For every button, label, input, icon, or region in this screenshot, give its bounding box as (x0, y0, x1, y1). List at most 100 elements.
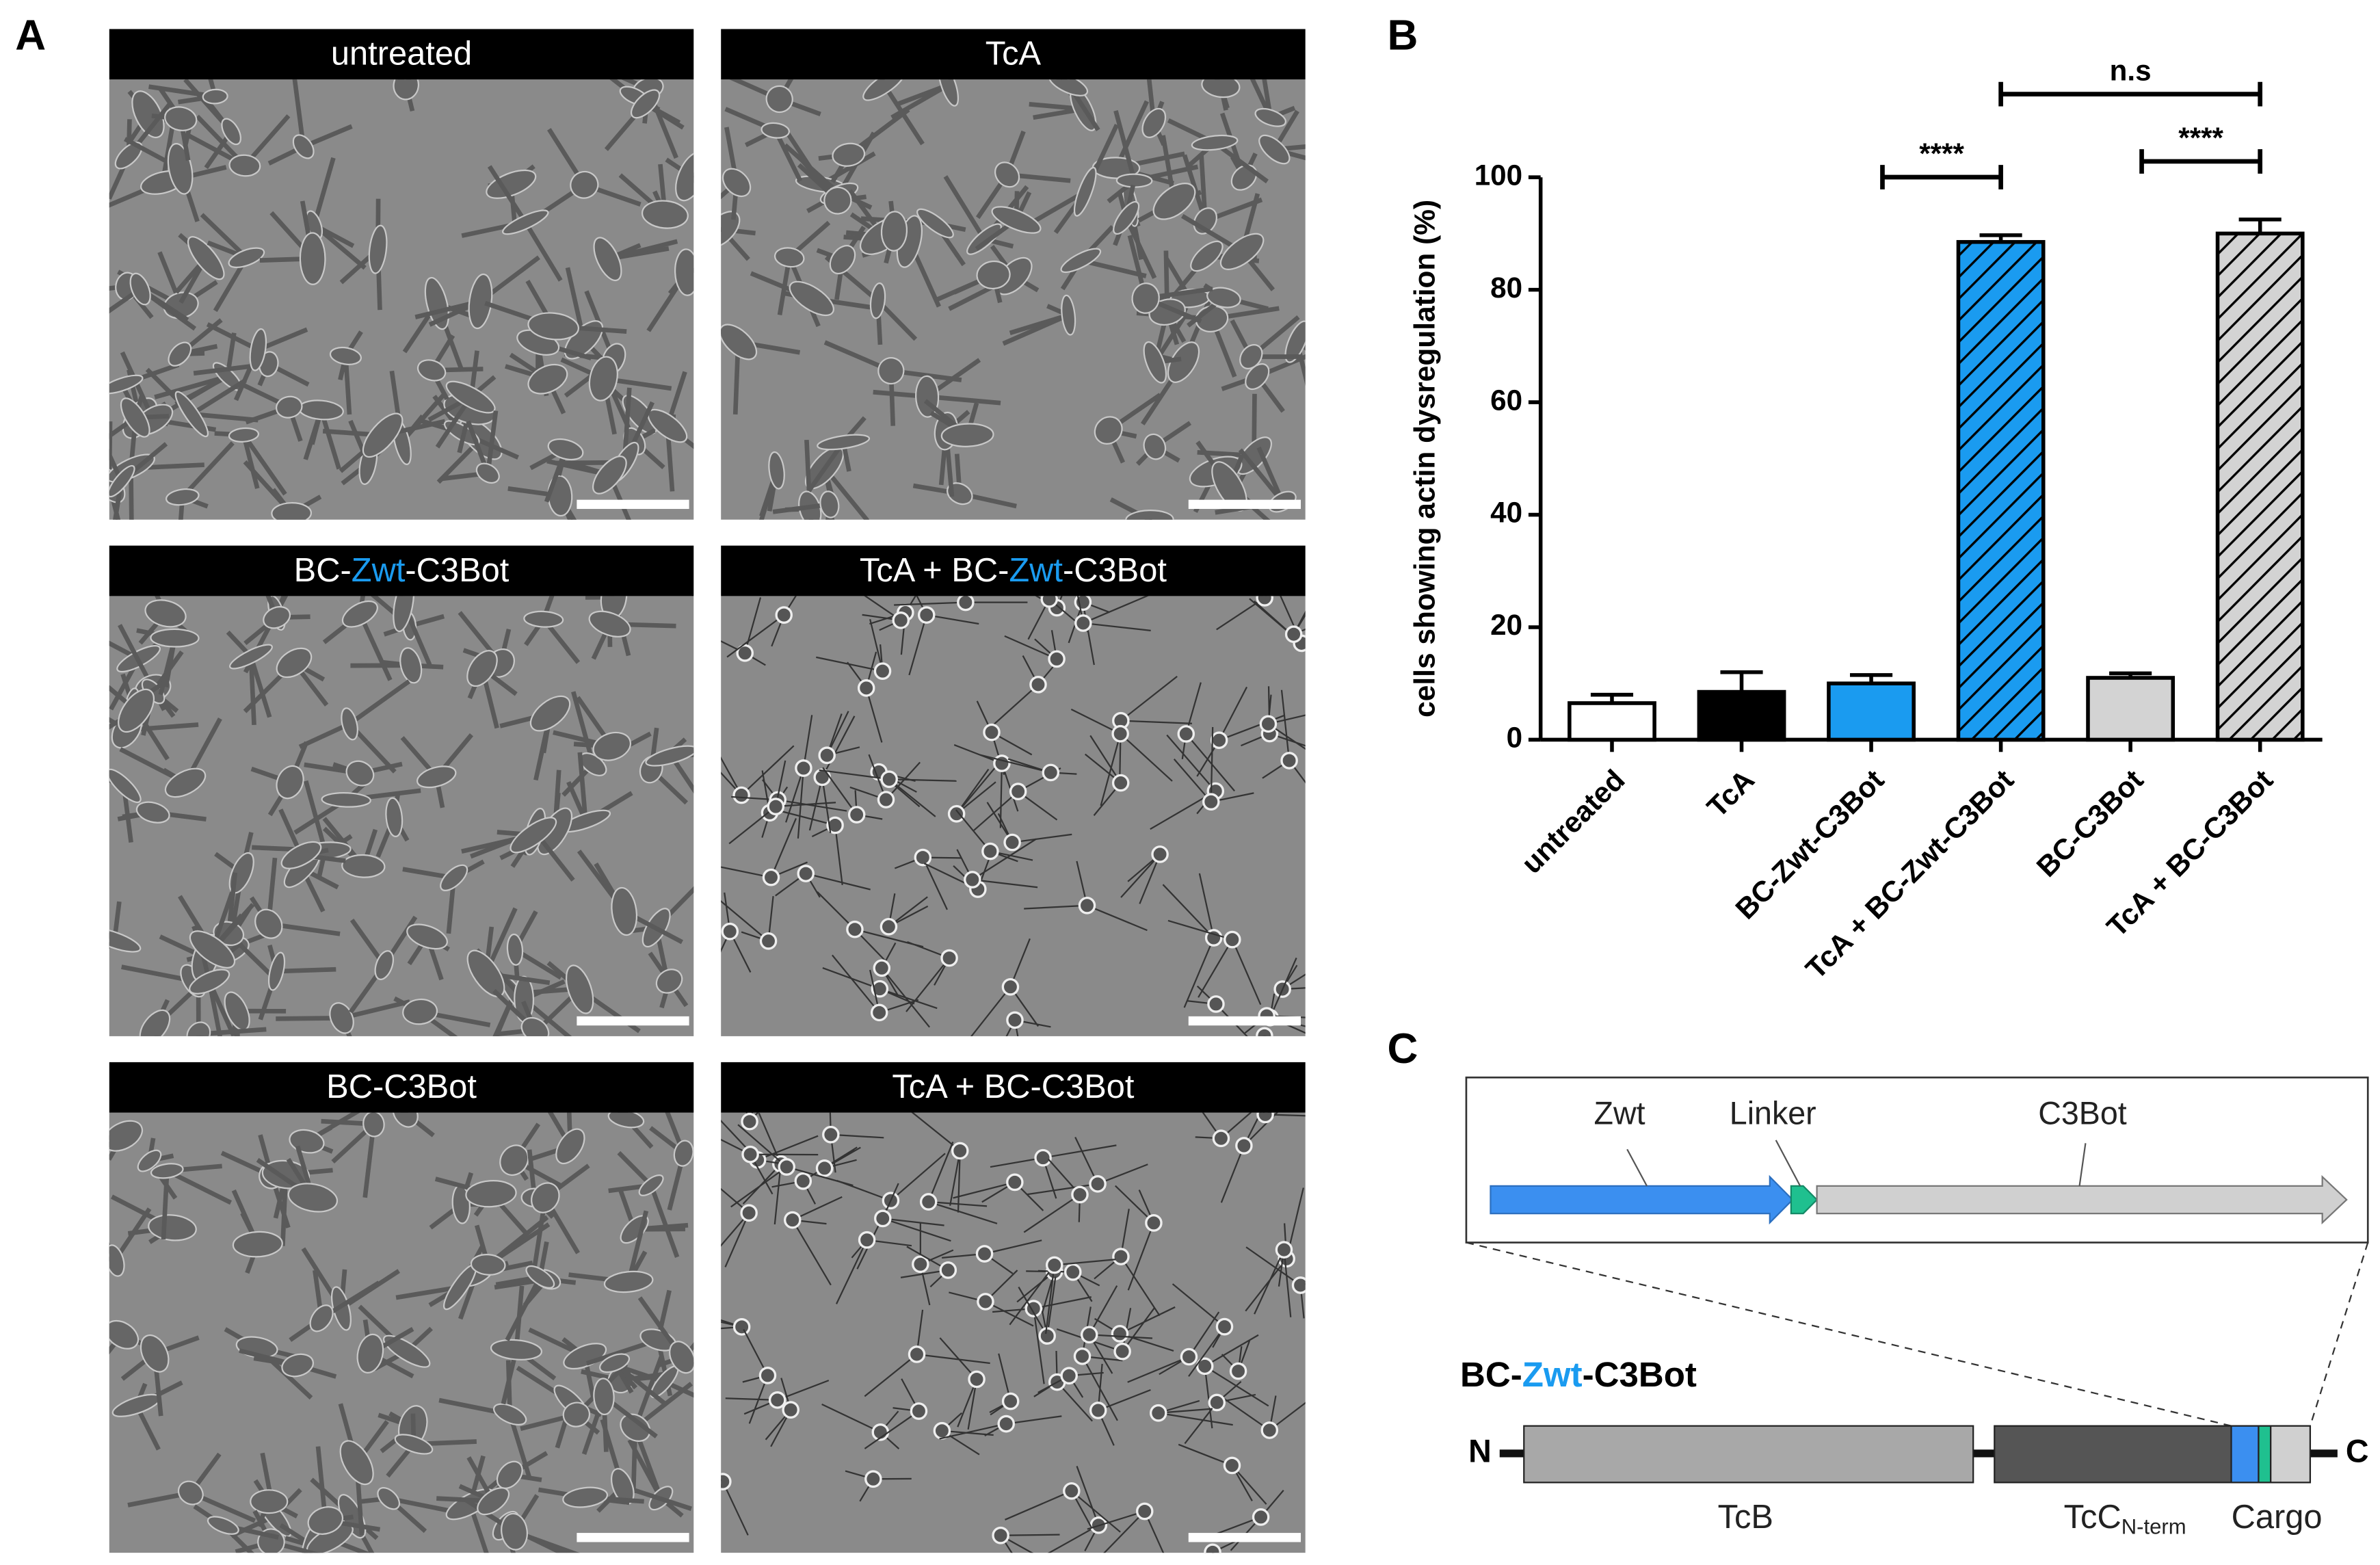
cell (187, 236, 225, 280)
neurite (721, 866, 771, 878)
cell (202, 88, 228, 105)
neurite (879, 988, 938, 1010)
neurite (821, 777, 832, 833)
cell (940, 949, 958, 967)
neurite (1167, 919, 1233, 941)
neurite (206, 322, 259, 352)
text: BC-C3Bot (326, 1068, 477, 1105)
cell (1195, 1357, 1214, 1376)
cell (864, 1470, 882, 1488)
neurite (972, 838, 1037, 880)
neurite (721, 757, 743, 796)
linker-domain (2258, 1425, 2272, 1484)
cell (356, 1333, 384, 1373)
cell (131, 90, 165, 139)
cell (939, 1261, 957, 1279)
cell (232, 1231, 283, 1258)
neurite (774, 1163, 782, 1225)
cell (362, 412, 404, 458)
cell (874, 1209, 892, 1228)
cell (846, 920, 864, 938)
cell (1073, 166, 1097, 217)
neurite (109, 415, 137, 439)
neurite (304, 780, 328, 852)
neurite (882, 1218, 944, 1226)
neurite (1033, 1308, 1045, 1384)
significance-bracket (1998, 81, 2262, 107)
cell (150, 1163, 184, 1179)
insert-box (1465, 1076, 2369, 1244)
cells (109, 1112, 694, 1553)
neurite (1220, 1112, 1252, 1140)
cell (276, 647, 313, 679)
x-tick-label: untreated (1516, 763, 1631, 880)
neurite (343, 356, 352, 415)
neurite (979, 754, 1051, 774)
cell (392, 1112, 419, 1128)
neurite (1009, 313, 1070, 336)
neurite (928, 1200, 998, 1224)
label: TcB (1718, 1499, 1773, 1536)
neurite (888, 778, 936, 817)
cell (1073, 1347, 1092, 1365)
neurite (773, 808, 836, 826)
cell (275, 395, 303, 419)
cell (1256, 596, 1273, 607)
cell (1258, 134, 1291, 165)
neurite (993, 683, 1039, 726)
cell (140, 1334, 170, 1373)
cell (1029, 675, 1047, 694)
neurite (1089, 1334, 1153, 1339)
neurite (1245, 1258, 1288, 1312)
cell (137, 1149, 162, 1172)
cell (762, 868, 780, 886)
scale-bar (1188, 499, 1301, 510)
cell (1063, 1482, 1081, 1500)
neurite (1070, 709, 1121, 735)
cell (957, 596, 975, 611)
cell (228, 644, 273, 670)
cell (1149, 1404, 1167, 1422)
bar (1697, 689, 1786, 742)
micrograph-label: TcA + BC-C3Bot (892, 1068, 1134, 1105)
cell (1254, 107, 1286, 127)
cell (968, 1370, 986, 1389)
x-tick-label: TcA + BC-Zwt-C3Bot (1799, 763, 2020, 985)
neurite (926, 614, 979, 625)
neurite (916, 1353, 990, 1365)
neurite (805, 872, 871, 891)
neurite (1220, 1145, 1245, 1203)
neurite (758, 1112, 782, 1165)
neurite (721, 1139, 751, 1155)
cell (1143, 341, 1167, 384)
neurite (154, 374, 228, 399)
cell (563, 1343, 607, 1370)
neurite (1269, 1402, 1306, 1431)
cell (795, 759, 812, 777)
cell (994, 161, 1020, 188)
subscript: N-term (2121, 1515, 2186, 1539)
cell (281, 1353, 315, 1378)
text: BC- (294, 552, 352, 589)
neurite (1267, 1014, 1306, 1018)
neurite (649, 1184, 680, 1258)
neurite (773, 129, 803, 183)
neurite (721, 931, 731, 953)
cell (499, 1144, 529, 1176)
panel-letter: A (15, 12, 46, 59)
neurite (312, 157, 336, 226)
cell (276, 765, 304, 800)
x-tick-label: TcA (1701, 763, 1760, 824)
neurite (1262, 79, 1273, 118)
cell (139, 1009, 171, 1036)
cell (1259, 715, 1278, 733)
cell (794, 1172, 812, 1190)
cell (1167, 341, 1200, 383)
neurite (1283, 1249, 1292, 1317)
cell (299, 232, 326, 285)
terminus: C (2346, 1433, 2369, 1469)
label-bar (109, 545, 694, 596)
neurite (1158, 1412, 1233, 1426)
cell (164, 767, 207, 798)
